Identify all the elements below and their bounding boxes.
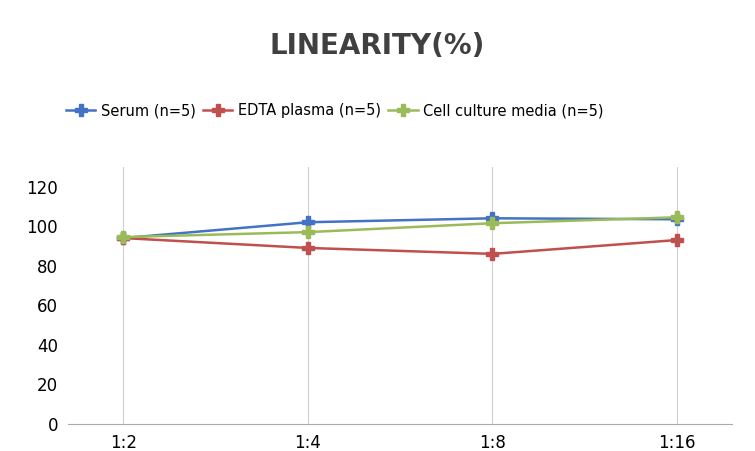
Serum (n=5) [673,216,682,222]
EDTA plasma (n=5) [673,237,682,243]
Line: EDTA plasma (n=5): EDTA plasma (n=5) [118,233,683,259]
Legend: Serum (n=5), EDTA plasma (n=5), Cell culture media (n=5): Serum (n=5), EDTA plasma (n=5), Cell cul… [60,97,610,124]
EDTA plasma (n=5) [119,235,128,241]
Serum (n=5) [488,216,497,221]
Cell culture media (n=5) [673,215,682,220]
Serum (n=5) [304,220,313,225]
Serum (n=5) [119,235,128,241]
EDTA plasma (n=5) [304,245,313,251]
Cell culture media (n=5) [119,235,128,240]
Cell culture media (n=5) [488,221,497,226]
Line: Cell culture media (n=5): Cell culture media (n=5) [118,212,683,243]
Line: Serum (n=5): Serum (n=5) [118,213,683,244]
Cell culture media (n=5) [304,230,313,235]
EDTA plasma (n=5) [488,251,497,257]
Text: LINEARITY(%): LINEARITY(%) [270,32,485,60]
